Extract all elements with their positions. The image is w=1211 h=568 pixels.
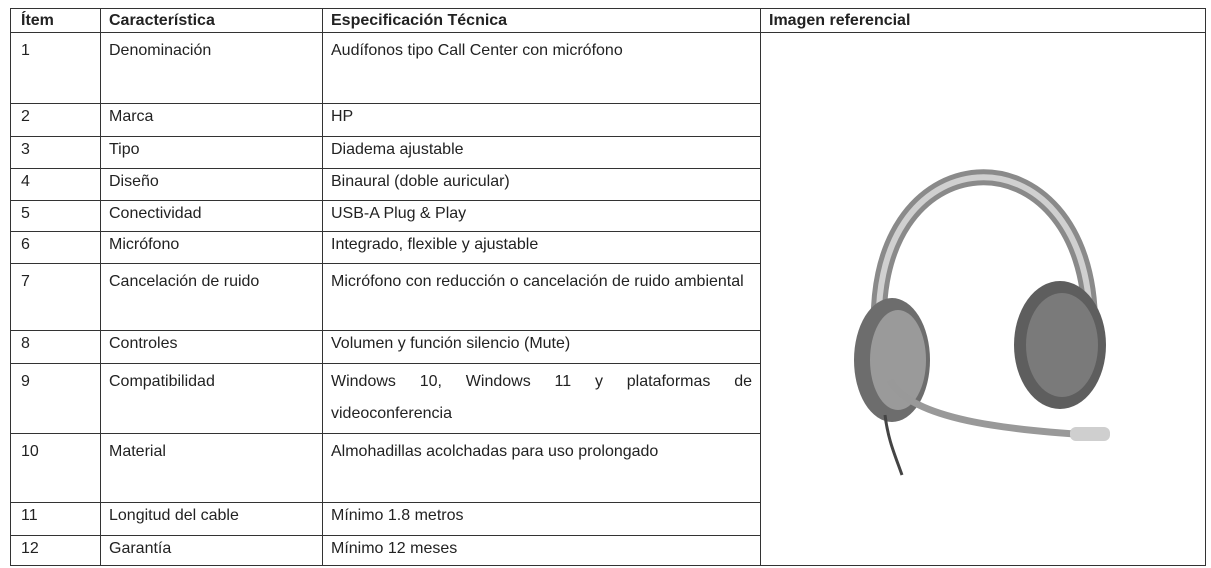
table-cell: Longitud del cable — [100, 502, 323, 536]
table-cell: Integrado, flexible y ajustable — [322, 231, 761, 264]
table-cell: Mínimo 1.8 metros — [322, 502, 761, 536]
table-cell: 7 — [10, 263, 101, 331]
table-cell: Almohadillas acolchadas para uso prolong… — [322, 433, 761, 503]
table-cell: Volumen y función silencio (Mute) — [322, 330, 761, 364]
table-cell: Cancelación de ruido — [100, 263, 323, 331]
table-cell: USB-A Plug & Play — [322, 200, 761, 232]
headset-image — [854, 169, 1110, 476]
table-row: 3 Tipo Diadema ajustable — [10, 136, 1206, 169]
table-cell: Material — [100, 433, 323, 503]
table-cell: 6 — [10, 231, 101, 264]
header-cell: Ítem — [10, 8, 101, 33]
table-cell: Windows 10, Windows 11 y plataformas de … — [322, 363, 761, 434]
table-row: 10 Material Almohadillas acolchadas para u… — [10, 433, 1206, 503]
table-row: 1 Denominación Audífonos tipo Call Center … — [10, 32, 1206, 566]
table-cell: Diseño — [100, 168, 323, 201]
table-cell: 2 — [10, 103, 101, 137]
table-cell: Conectividad — [100, 200, 323, 232]
table-cell: Compatibilidad — [100, 363, 323, 434]
table-cell: HP — [322, 103, 761, 137]
header-row: Ítem Característica Especificación Técnica… — [10, 8, 1206, 33]
table-cell: Audífonos tipo Call Center con micrófono — [322, 32, 761, 104]
table-cell: 9 — [10, 363, 101, 434]
header-cell: Imagen referencial — [760, 8, 1206, 33]
table-row: 7 Cancelación de ruido Micrófono con reduc… — [10, 263, 1206, 331]
header-cell: Especificación Técnica — [322, 8, 761, 33]
table-row: 8 Controles Volumen y función silencio (Mu… — [10, 330, 1206, 364]
image-cell — [760, 32, 1206, 566]
table-row: 4 Diseño Binaural (doble auricular) — [10, 168, 1206, 201]
table-cell: Tipo — [100, 136, 323, 169]
spec-table: Ítem Característica Especificación Técnica… — [10, 8, 1206, 566]
table-cell: Garantía — [100, 535, 323, 566]
table-cell: 10 — [10, 433, 101, 503]
table-cell: Diadema ajustable — [322, 136, 761, 169]
table-cell: 11 — [10, 502, 101, 536]
table-cell: 3 — [10, 136, 101, 169]
table-row: 12 Garantía Mínimo 12 meses — [10, 535, 1206, 566]
table-cell: Marca — [100, 103, 323, 137]
table-cell: Denominación — [100, 32, 323, 104]
table-row: 5 Conectividad USB-A Plug & Play — [10, 200, 1206, 232]
table-cell: 5 — [10, 200, 101, 232]
table-cell: 1 — [10, 32, 101, 104]
table-cell: 4 — [10, 168, 101, 201]
table-row: 9 Compatibilidad Windows 10, Windows 11 y … — [10, 363, 1206, 434]
header-cell: Característica — [100, 8, 323, 33]
table-cell: Controles — [100, 330, 323, 364]
table-cell: Binaural (doble auricular) — [322, 168, 761, 201]
table-cell: Micrófono con reducción o cancelación de… — [322, 263, 761, 331]
table-cell: 8 — [10, 330, 101, 364]
table-cell: Micrófono — [100, 231, 323, 264]
table-body: 1 Denominación Audífonos tipo Call Center … — [10, 32, 1206, 566]
table-cell: 12 — [10, 535, 101, 566]
table-cell: Mínimo 12 meses — [322, 535, 761, 566]
